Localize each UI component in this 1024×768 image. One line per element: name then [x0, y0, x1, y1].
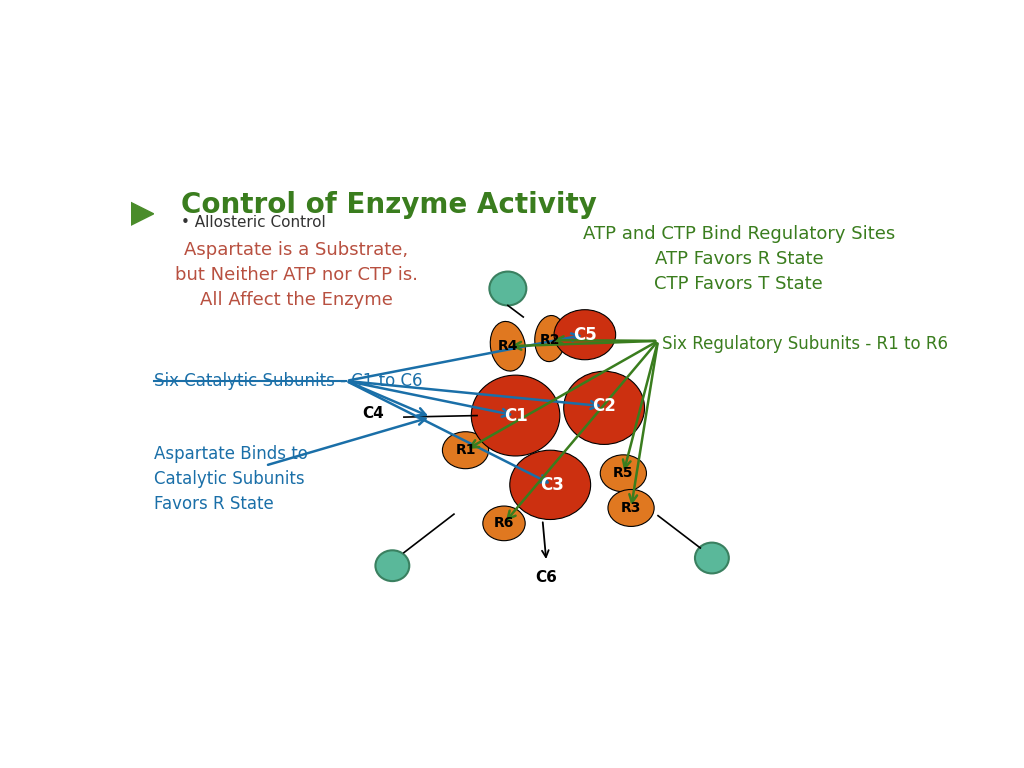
Text: R2: R2: [540, 333, 560, 347]
Ellipse shape: [600, 455, 646, 492]
Ellipse shape: [489, 272, 526, 306]
Ellipse shape: [608, 489, 654, 526]
Ellipse shape: [471, 375, 560, 456]
Text: C5: C5: [573, 326, 597, 344]
Text: ATP and CTP Bind Regulatory Sites
ATP Favors R State
CTP Favors T State: ATP and CTP Bind Regulatory Sites ATP Fa…: [583, 225, 895, 293]
Text: Control of Enzyme Activity: Control of Enzyme Activity: [180, 190, 597, 219]
Ellipse shape: [563, 371, 644, 445]
Text: C4: C4: [362, 406, 384, 421]
Text: R3: R3: [621, 501, 641, 515]
Text: Six Regulatory Subunits - R1 to R6: Six Regulatory Subunits - R1 to R6: [662, 336, 948, 353]
Text: • Allosteric Control: • Allosteric Control: [180, 215, 326, 230]
Ellipse shape: [554, 310, 615, 359]
Ellipse shape: [695, 543, 729, 574]
Ellipse shape: [510, 450, 591, 519]
Text: R6: R6: [494, 516, 514, 531]
Text: Aspartate Binds to
Catalytic Subunits
Favors R State: Aspartate Binds to Catalytic Subunits Fa…: [154, 445, 307, 513]
Ellipse shape: [442, 432, 488, 468]
Text: R1: R1: [456, 443, 476, 457]
Text: C3: C3: [541, 476, 564, 494]
Text: C6: C6: [536, 570, 557, 584]
Ellipse shape: [376, 551, 410, 581]
Polygon shape: [131, 202, 154, 225]
Text: C1: C1: [504, 406, 527, 425]
Ellipse shape: [490, 322, 525, 371]
Text: R5: R5: [613, 466, 634, 480]
Ellipse shape: [535, 316, 565, 362]
Ellipse shape: [483, 506, 525, 541]
Text: Six Catalytic Subunits - C1 to C6: Six Catalytic Subunits - C1 to C6: [154, 372, 422, 389]
Text: R4: R4: [498, 339, 518, 353]
Text: Aspartate is a Substrate,
but Neither ATP nor CTP is.
All Affect the Enzyme: Aspartate is a Substrate, but Neither AT…: [175, 241, 418, 309]
Text: C2: C2: [592, 397, 616, 415]
